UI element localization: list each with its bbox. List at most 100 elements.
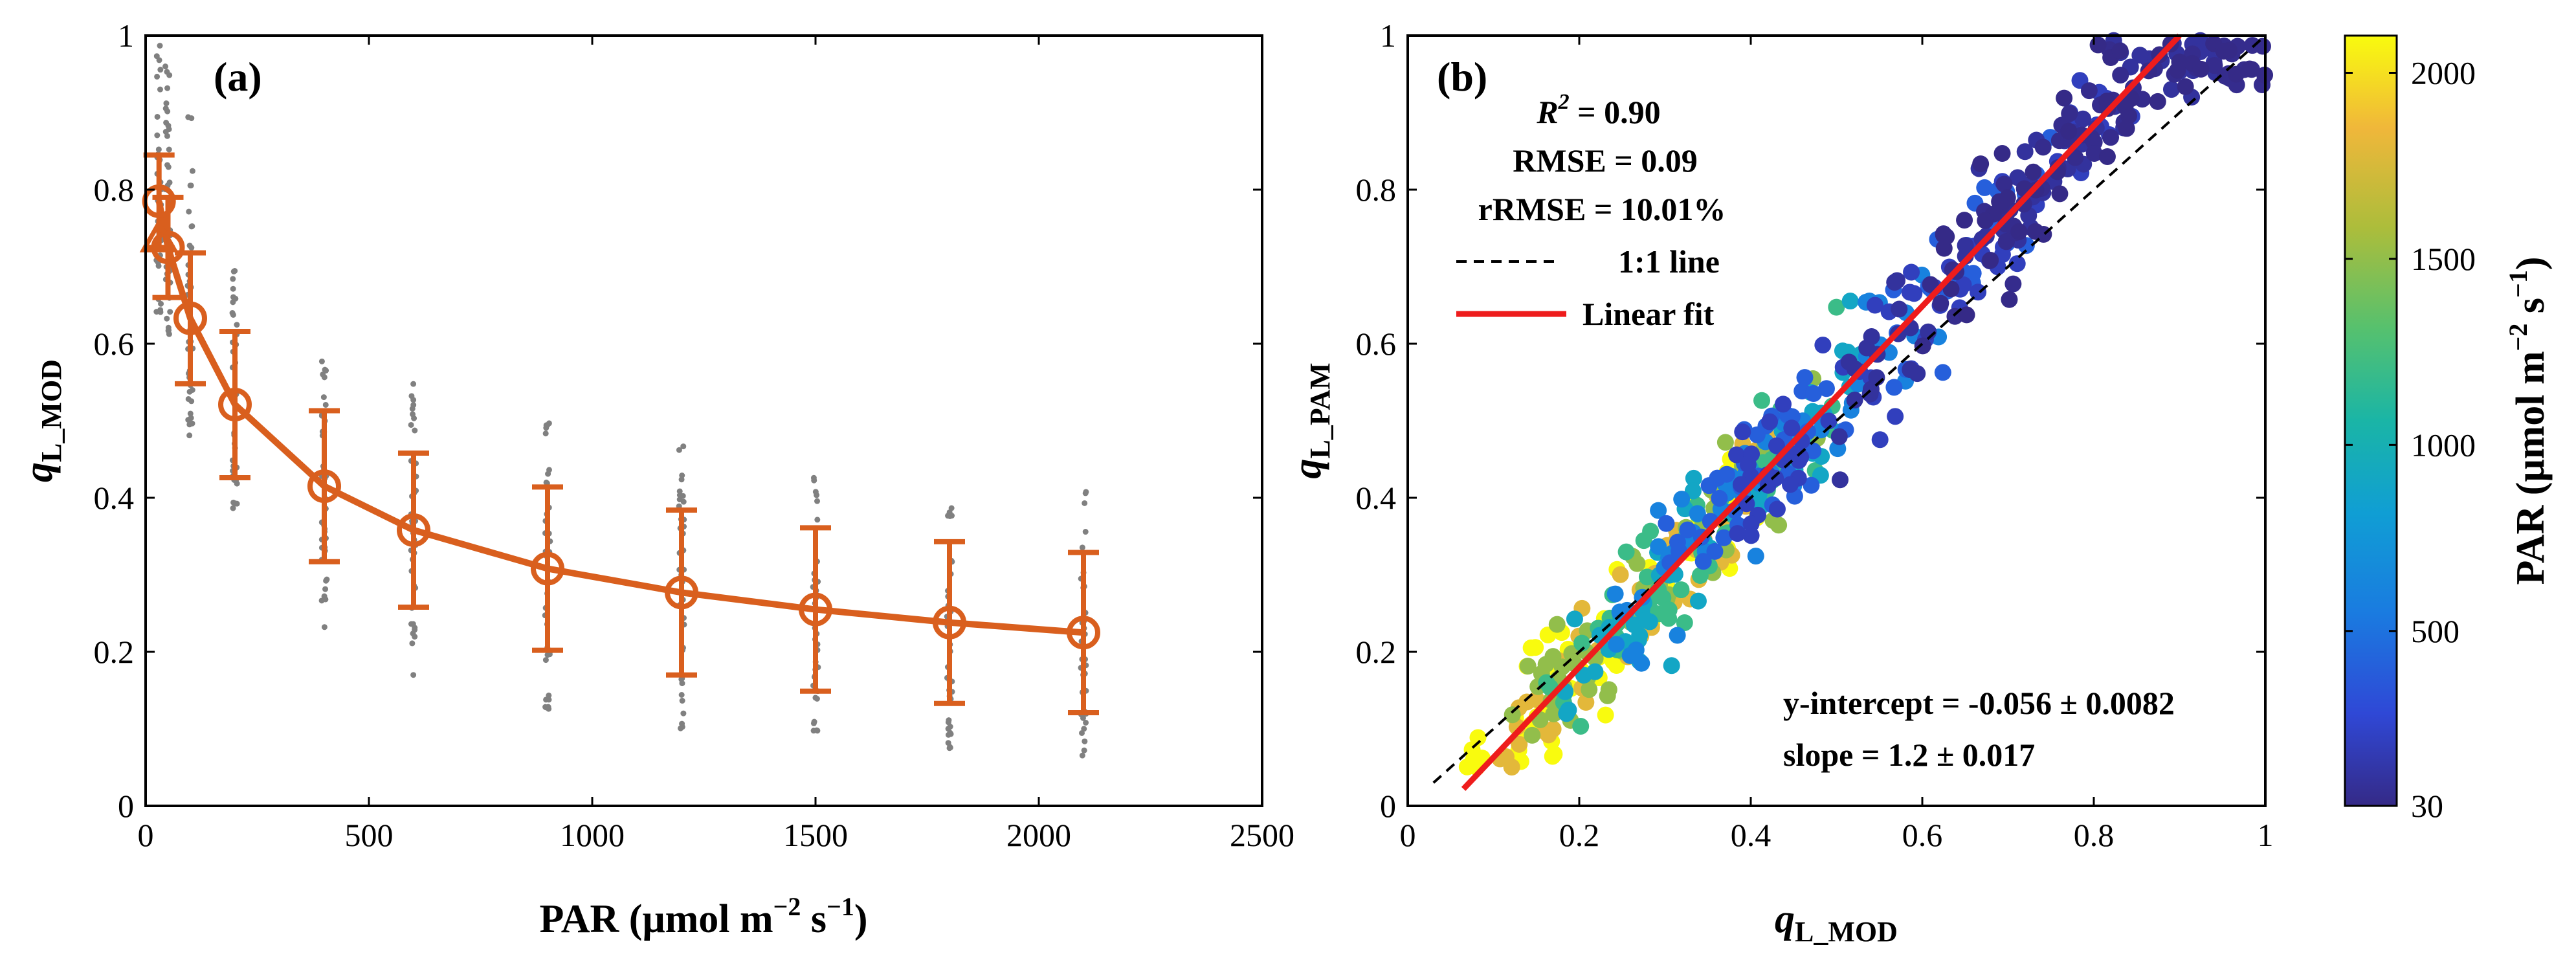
raw-point-a: [811, 718, 817, 725]
scatter-point-b: [1768, 500, 1786, 518]
scatter-point-b: [1642, 522, 1660, 540]
raw-point-a: [408, 393, 415, 399]
scatter-point-b: [1527, 639, 1544, 656]
scatter-points-b: [1458, 32, 2274, 776]
y-tick-label-b: 0.4: [1356, 480, 1397, 516]
panel-b: 0 0.2 0.4 0.6 0.8 1 0 0.2 0.4 0.6 0.8 1 (b) R2 = 0…: [1285, 17, 2553, 948]
raw-point-a: [812, 695, 819, 701]
raw-point-a: [322, 366, 328, 373]
raw-point-a: [546, 696, 552, 703]
scatter-point-b: [1914, 337, 1931, 355]
scatter-point-b: [2221, 41, 2238, 59]
raw-point-a: [814, 728, 821, 734]
scatter-point-b: [1977, 212, 1994, 229]
mean-marker-a: [151, 230, 185, 265]
raw-point-a: [1079, 544, 1085, 551]
scatter-point-b: [1832, 471, 1849, 489]
linear-fit-line: [1461, 33, 2182, 791]
scatter-point-b: [1650, 502, 1667, 519]
scatter-point-b: [1751, 493, 1768, 511]
colorbar-tick-label: 500: [2411, 613, 2459, 649]
raw-point-a: [412, 427, 418, 434]
scatter-point-b: [2089, 36, 2107, 54]
raw-point-a: [947, 744, 953, 750]
y-tick-label-a: 0.2: [94, 634, 135, 670]
raw-point-a: [409, 405, 416, 412]
x-tick-label-b: 1: [2258, 817, 2274, 853]
scatter-point-b: [1753, 392, 1771, 409]
scatter-point-b: [2034, 139, 2052, 156]
raw-point-a: [189, 168, 195, 174]
raw-point-a: [166, 146, 172, 153]
raw-point-a: [321, 624, 328, 630]
raw-point-a: [156, 57, 162, 63]
scatter-point-b: [2051, 185, 2069, 203]
y-tick-label-a: 1: [118, 17, 134, 54]
scatter-point-b: [1783, 419, 1801, 437]
y-tick-label-a: 0: [118, 788, 134, 824]
raw-point-a: [1082, 529, 1089, 535]
raw-point-a: [234, 322, 240, 328]
scatter-point-b: [1871, 431, 1889, 449]
colorbar-label: PAR (μmol m−2 s−1): [2504, 256, 2553, 585]
raw-point-a: [546, 706, 552, 712]
scatter-point-b: [1716, 434, 1734, 451]
raw-point-a: [186, 388, 193, 395]
raw-point-a: [318, 358, 325, 364]
raw-point-a: [234, 500, 240, 507]
raw-point-a: [814, 492, 820, 498]
y-tick-label-a: 0.4: [94, 480, 135, 516]
scatter-point-b: [1729, 525, 1746, 542]
scatter-point-b: [1617, 543, 1635, 561]
mean-marker-a: [1067, 616, 1100, 650]
scatter-point-b: [1573, 634, 1591, 652]
raw-point-a: [186, 421, 193, 428]
scatter-point-b: [1993, 145, 2011, 162]
raw-point-a: [814, 498, 821, 504]
raw-point-a: [410, 381, 417, 387]
raw-point-a: [157, 309, 164, 315]
intercept-text: y-intercept = -0.056 ± 0.0082: [1783, 685, 2175, 721]
scatter-point-b: [1796, 369, 1814, 386]
raw-point-a: [188, 415, 194, 421]
x-tick-label-a: 2000: [1006, 817, 1071, 853]
raw-point-a: [187, 410, 194, 417]
raw-point-a: [322, 401, 329, 408]
raw-point-a: [542, 657, 549, 663]
mean-marker-a: [933, 605, 966, 640]
x-ticks-a: 0 500 1000 1500 2000 2500: [138, 36, 1294, 853]
scatter-point-b: [2241, 60, 2258, 78]
triangle-marker-a: [139, 218, 179, 252]
colorbar-tick-label: 30: [2411, 788, 2443, 824]
scatter-point-b: [1814, 337, 1832, 354]
scatter-point-b: [1728, 446, 1746, 463]
raw-point-a: [945, 731, 951, 738]
raw-point-a: [676, 488, 683, 495]
scatter-point-b: [1679, 521, 1696, 539]
x-tick-label-a: 2500: [1230, 817, 1294, 853]
raw-point-a: [163, 120, 170, 126]
y-ticks-b: 0 0.2 0.4 0.6 0.8 1: [1356, 17, 2265, 824]
raw-point-a: [1082, 500, 1088, 506]
scatter-point-b: [1866, 296, 1883, 314]
y-tick-label-b: 0.8: [1356, 172, 1397, 208]
scatter-point-b: [1905, 285, 1923, 302]
scatter-point-b: [1932, 295, 1949, 312]
raw-point-a: [409, 640, 416, 647]
scatter-point-b: [1830, 428, 1848, 445]
scatter-point-b: [1537, 656, 1555, 673]
scatter-point-b: [2080, 82, 2098, 100]
scatter-point-b: [1511, 735, 1528, 753]
raw-point-a: [412, 627, 418, 633]
scatter-point-b: [1846, 391, 1863, 408]
raw-point-a: [230, 285, 236, 292]
scatter-point-b: [1767, 469, 1784, 487]
raw-point-a: [412, 634, 418, 640]
scatter-point-b: [1768, 437, 1785, 454]
raw-point-a: [679, 698, 685, 704]
mean-line-a: [155, 200, 1084, 636]
x-tick-label-a: 500: [345, 817, 394, 853]
raw-point-a: [676, 496, 683, 503]
scatter-point-b: [1770, 517, 1788, 534]
scatter-point-b: [1544, 748, 1561, 765]
